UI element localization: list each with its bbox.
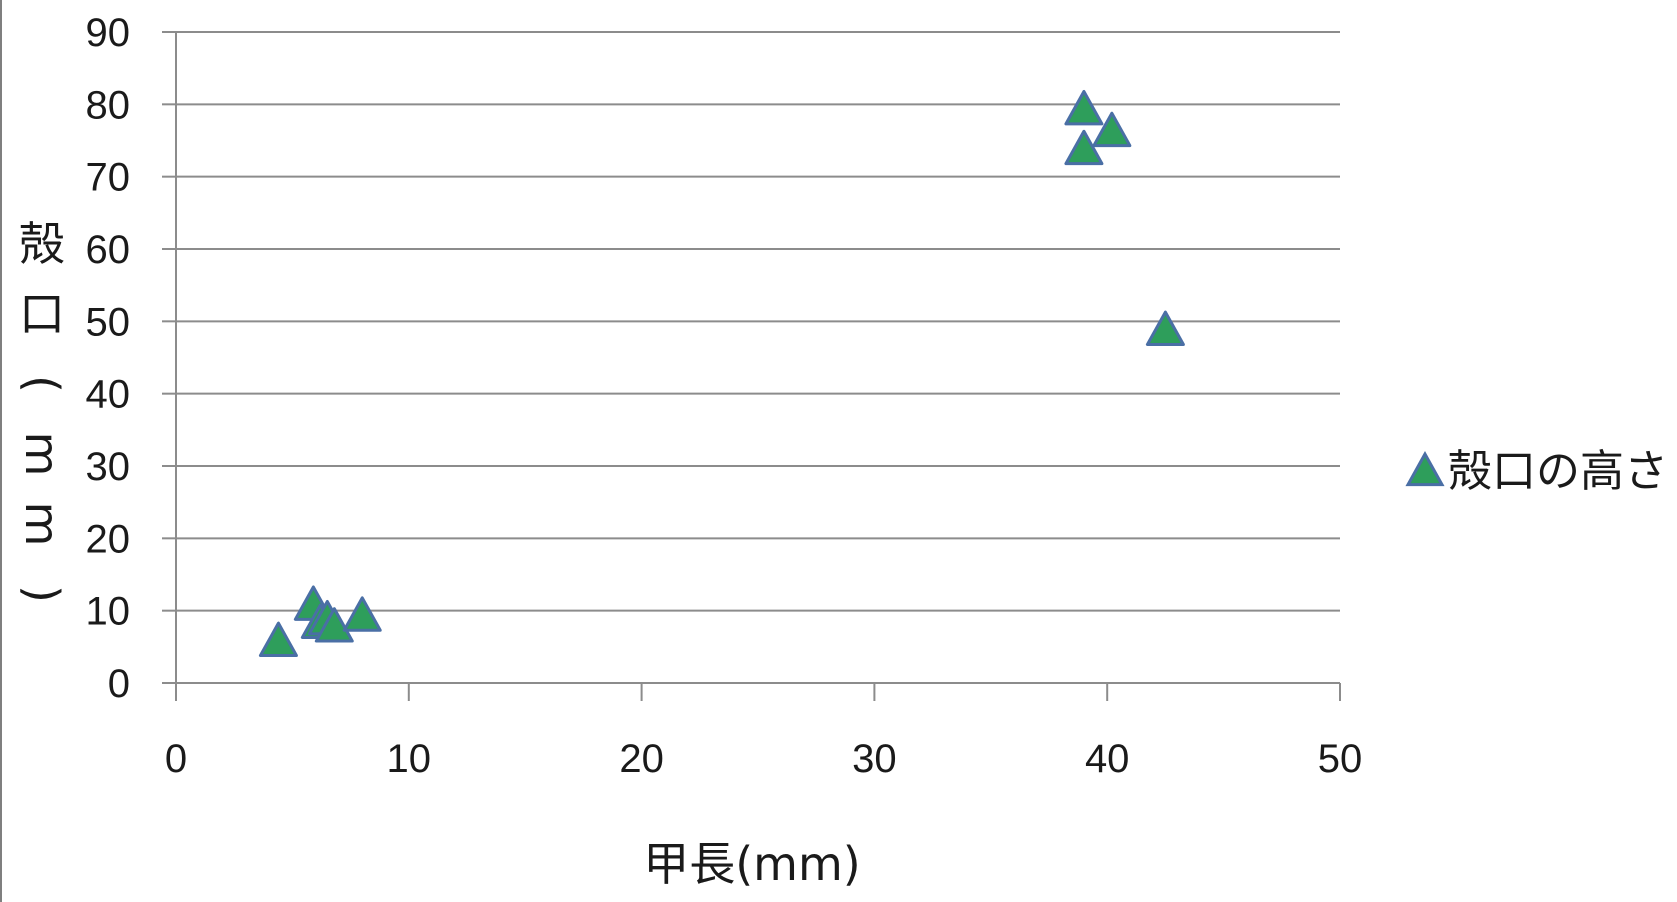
y-tick-label-10: 10 — [86, 590, 131, 634]
legend-label: 殻口の高さ — [1448, 446, 1668, 497]
y-tick-label-70: 70 — [86, 156, 131, 200]
y-tick-label-20: 20 — [86, 517, 131, 561]
data-point-0-0 — [258, 621, 298, 658]
data-point-0-7 — [1064, 129, 1104, 166]
x-axis-title: 甲長(mm) — [643, 837, 861, 891]
y-axis-title-char: ) — [15, 585, 69, 603]
data-point-0-5 — [342, 596, 382, 632]
x-tick-labels: 0 10 20 30 40 50 — [165, 737, 1362, 781]
x-tick-label-0: 0 — [165, 737, 187, 781]
axes — [162, 31, 1341, 701]
y-tick-label-60: 60 — [86, 228, 131, 272]
data-point-0-6 — [1064, 89, 1104, 126]
x-tick-label-50: 50 — [1318, 737, 1363, 781]
legend-marker-triangle-icon — [1405, 450, 1445, 487]
y-axis-title-char: m — [15, 502, 69, 547]
data-points — [258, 89, 1185, 658]
y-axis-title: 殻口 ( mm) — [15, 217, 69, 603]
gridlines — [176, 31, 1340, 612]
x-tick-label-20: 20 — [619, 737, 664, 781]
x-tick-label-30: 30 — [852, 737, 897, 781]
x-tick-label-10: 10 — [387, 737, 432, 781]
x-tick-label-40: 40 — [1085, 737, 1130, 781]
y-axis-title-char: 口 — [19, 287, 65, 341]
y-tick-label-90: 90 — [86, 11, 131, 55]
data-point-0-8 — [1092, 111, 1132, 148]
y-tick-labels: 0 10 20 30 40 50 60 70 80 90 — [86, 11, 131, 706]
y-tick-label-40: 40 — [86, 373, 131, 417]
y-axis-title-char: 殻 — [19, 217, 65, 271]
y-tick-label-0: 0 — [108, 662, 130, 706]
chart-left-border — [0, 0, 2, 902]
y-axis-title-char: m — [15, 432, 69, 477]
data-point-0-4 — [314, 607, 354, 643]
y-axis-title-char: ( — [15, 375, 69, 393]
y-tick-label-80: 80 — [86, 83, 131, 127]
legend: 殻口の高さ — [1405, 446, 1668, 497]
y-tick-label-30: 30 — [86, 445, 131, 489]
y-tick-label-50: 50 — [86, 300, 131, 344]
data-point-0-9 — [1145, 310, 1185, 346]
